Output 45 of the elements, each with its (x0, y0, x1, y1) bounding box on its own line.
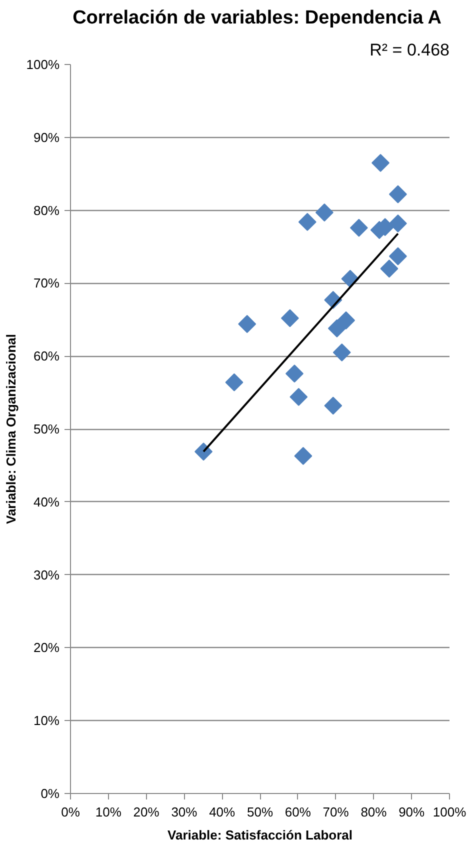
y-tick-label: 100% (26, 57, 60, 72)
y-tick-label: 90% (33, 130, 60, 145)
point (286, 364, 304, 383)
x-tick-label: 80% (360, 804, 388, 820)
point (372, 154, 390, 172)
point (238, 315, 256, 334)
x-tick-label: 70% (322, 804, 350, 820)
x-tick-label: 30% (171, 804, 198, 820)
x-tick-label: 100% (432, 804, 467, 820)
y-tick-label: 20% (33, 640, 60, 656)
point (388, 247, 407, 266)
y-tick-label: 70% (33, 276, 60, 291)
point (388, 185, 407, 204)
point (388, 214, 407, 232)
point (350, 218, 368, 237)
point (294, 446, 312, 465)
point (298, 212, 316, 231)
point (315, 204, 334, 222)
x-axis-title: Variable: Satisfacción Laboral (168, 828, 352, 842)
point (328, 319, 346, 338)
y-axis-title: Variable: Clima Organizacional (3, 334, 18, 524)
point (194, 442, 213, 461)
y-tick-label: 50% (33, 422, 60, 436)
point (380, 260, 398, 278)
chart-title: Correlación de variables: Dependencia A (72, 8, 442, 28)
point (280, 309, 299, 328)
y-tick-label: 40% (33, 494, 60, 510)
x-tick-label: 20% (133, 804, 160, 820)
x-tick-label: 60% (284, 804, 312, 820)
y-tick-label: 30% (33, 567, 60, 582)
text: R² = 0.468 (370, 40, 450, 60)
point (337, 311, 356, 330)
y-tick-label: 0% (40, 786, 60, 801)
x-tick-label: 40% (209, 804, 236, 820)
point (324, 396, 342, 415)
x-tick-label: 10% (95, 804, 122, 820)
y-tick-label: 10% (33, 713, 60, 728)
x-tick-label: 90% (398, 804, 426, 820)
y-tick-label: 80% (33, 202, 60, 218)
point (290, 388, 308, 406)
x-tick-label: 50% (246, 804, 274, 820)
point (332, 343, 351, 362)
point (225, 373, 244, 392)
y-tick-label: 60% (33, 348, 60, 364)
x-tick-label: 0% (61, 804, 80, 820)
